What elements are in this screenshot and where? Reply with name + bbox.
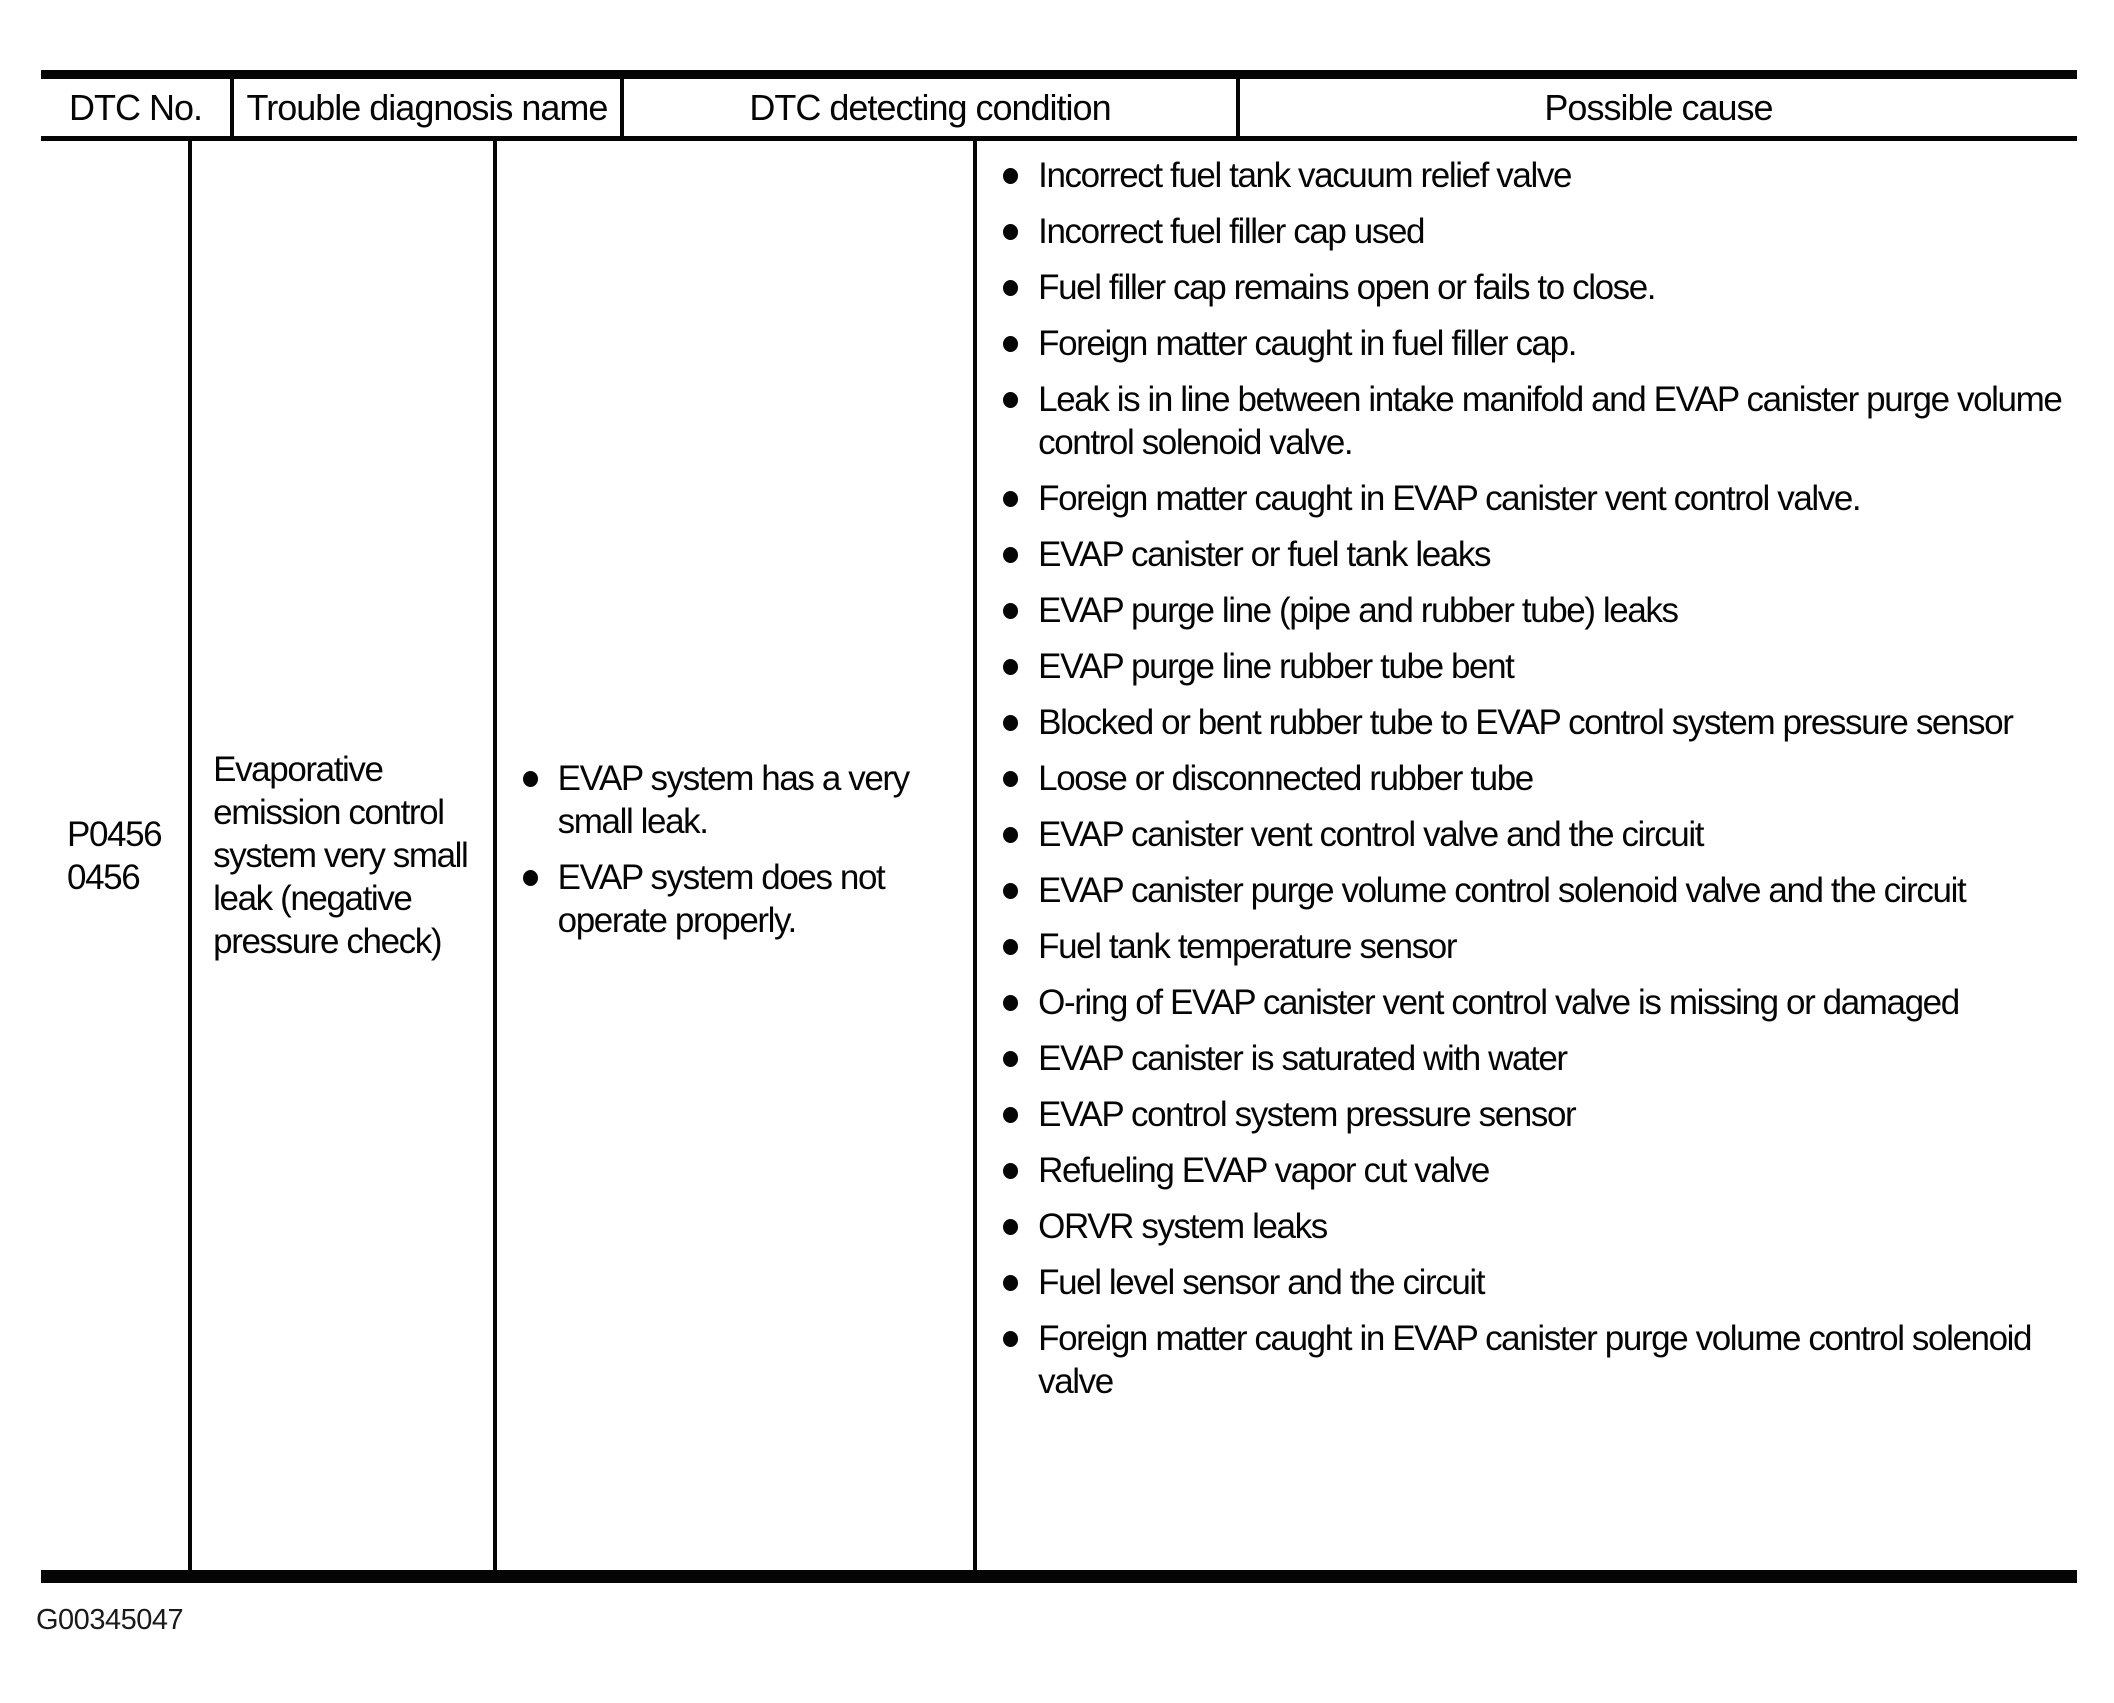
table-row: P0456 0456 Evaporative emission control … [41,141,2077,1570]
possible-cause-list: Incorrect fuel tank vacuum relief valve I… [977,154,2077,1403]
possible-cause-item: EVAP purge line rubber tube bent [977,645,2077,688]
possible-cause-item: Incorrect fuel filler cap used [977,210,2077,253]
possible-cause-item: EVAP canister is saturated with water [977,1037,2077,1080]
possible-cause-item: EVAP control system pressure sensor [977,1093,2077,1136]
detecting-condition-item: EVAP system does not operate properly. [497,856,973,942]
dtc-no-cell: P0456 0456 [41,141,188,1570]
possible-cause-item: O-ring of EVAP canister vent control val… [977,981,2077,1024]
trouble-diagnosis-name: Evaporative emission control system very… [213,750,469,961]
possible-cause-item: Foreign matter caught in EVAP canister p… [977,1317,2077,1403]
possible-cause-cell: Incorrect fuel tank vacuum relief valve I… [973,141,2077,1570]
column-header-trouble-diagnosis-name: Trouble diagnosis name [230,79,620,136]
dtc-code: P0456 0456 [67,814,163,897]
table-header-row: DTC No. Trouble diagnosis name DTC detec… [41,79,2077,141]
column-header-dtc-no: DTC No. [68,86,203,128]
possible-cause-item: Foreign matter caught in EVAP canister v… [977,477,2077,520]
possible-cause-item: Fuel level sensor and the circuit [977,1261,2077,1304]
possible-cause-item: Fuel filler cap remains open or fails to… [977,266,2077,309]
figure-id-label: G00345047 [36,1604,184,1636]
column-header-possible-cause: Possible cause [1236,79,2077,136]
possible-cause-item: EVAP canister or fuel tank leaks [977,533,2077,576]
possible-cause-item: Leak is in line between intake manifold … [977,378,2077,464]
possible-cause-item: Incorrect fuel tank vacuum relief valve [977,154,2077,197]
possible-cause-item: EVAP purge line (pipe and rubber tube) l… [977,589,2077,632]
dtc-detecting-condition-cell: EVAP system has a very small leak. EVAP s… [492,141,973,1570]
possible-cause-item: ORVR system leaks [977,1205,2077,1248]
possible-cause-item: Blocked or bent rubber tube to EVAP cont… [977,701,2077,744]
possible-cause-item: Loose or disconnected rubber tube [977,757,2077,800]
possible-cause-item: EVAP canister vent control valve and the… [977,813,2077,856]
detecting-condition-list: EVAP system has a very small leak. EVAP s… [497,757,973,955]
column-header-dtc-detecting-condition: DTC detecting condition [620,79,1236,136]
possible-cause-item: Fuel tank temperature sensor [977,925,2077,968]
possible-cause-item: EVAP canister purge volume control solen… [977,869,2077,912]
possible-cause-item: Foreign matter caught in fuel filler cap… [977,322,2077,365]
possible-cause-item: Refueling EVAP vapor cut valve [977,1149,2077,1192]
trouble-diagnosis-name-cell: Evaporative emission control system very… [188,141,493,1570]
dtc-table: DTC No. Trouble diagnosis name DTC detec… [41,70,2077,1583]
detecting-condition-item: EVAP system has a very small leak. [497,757,973,843]
